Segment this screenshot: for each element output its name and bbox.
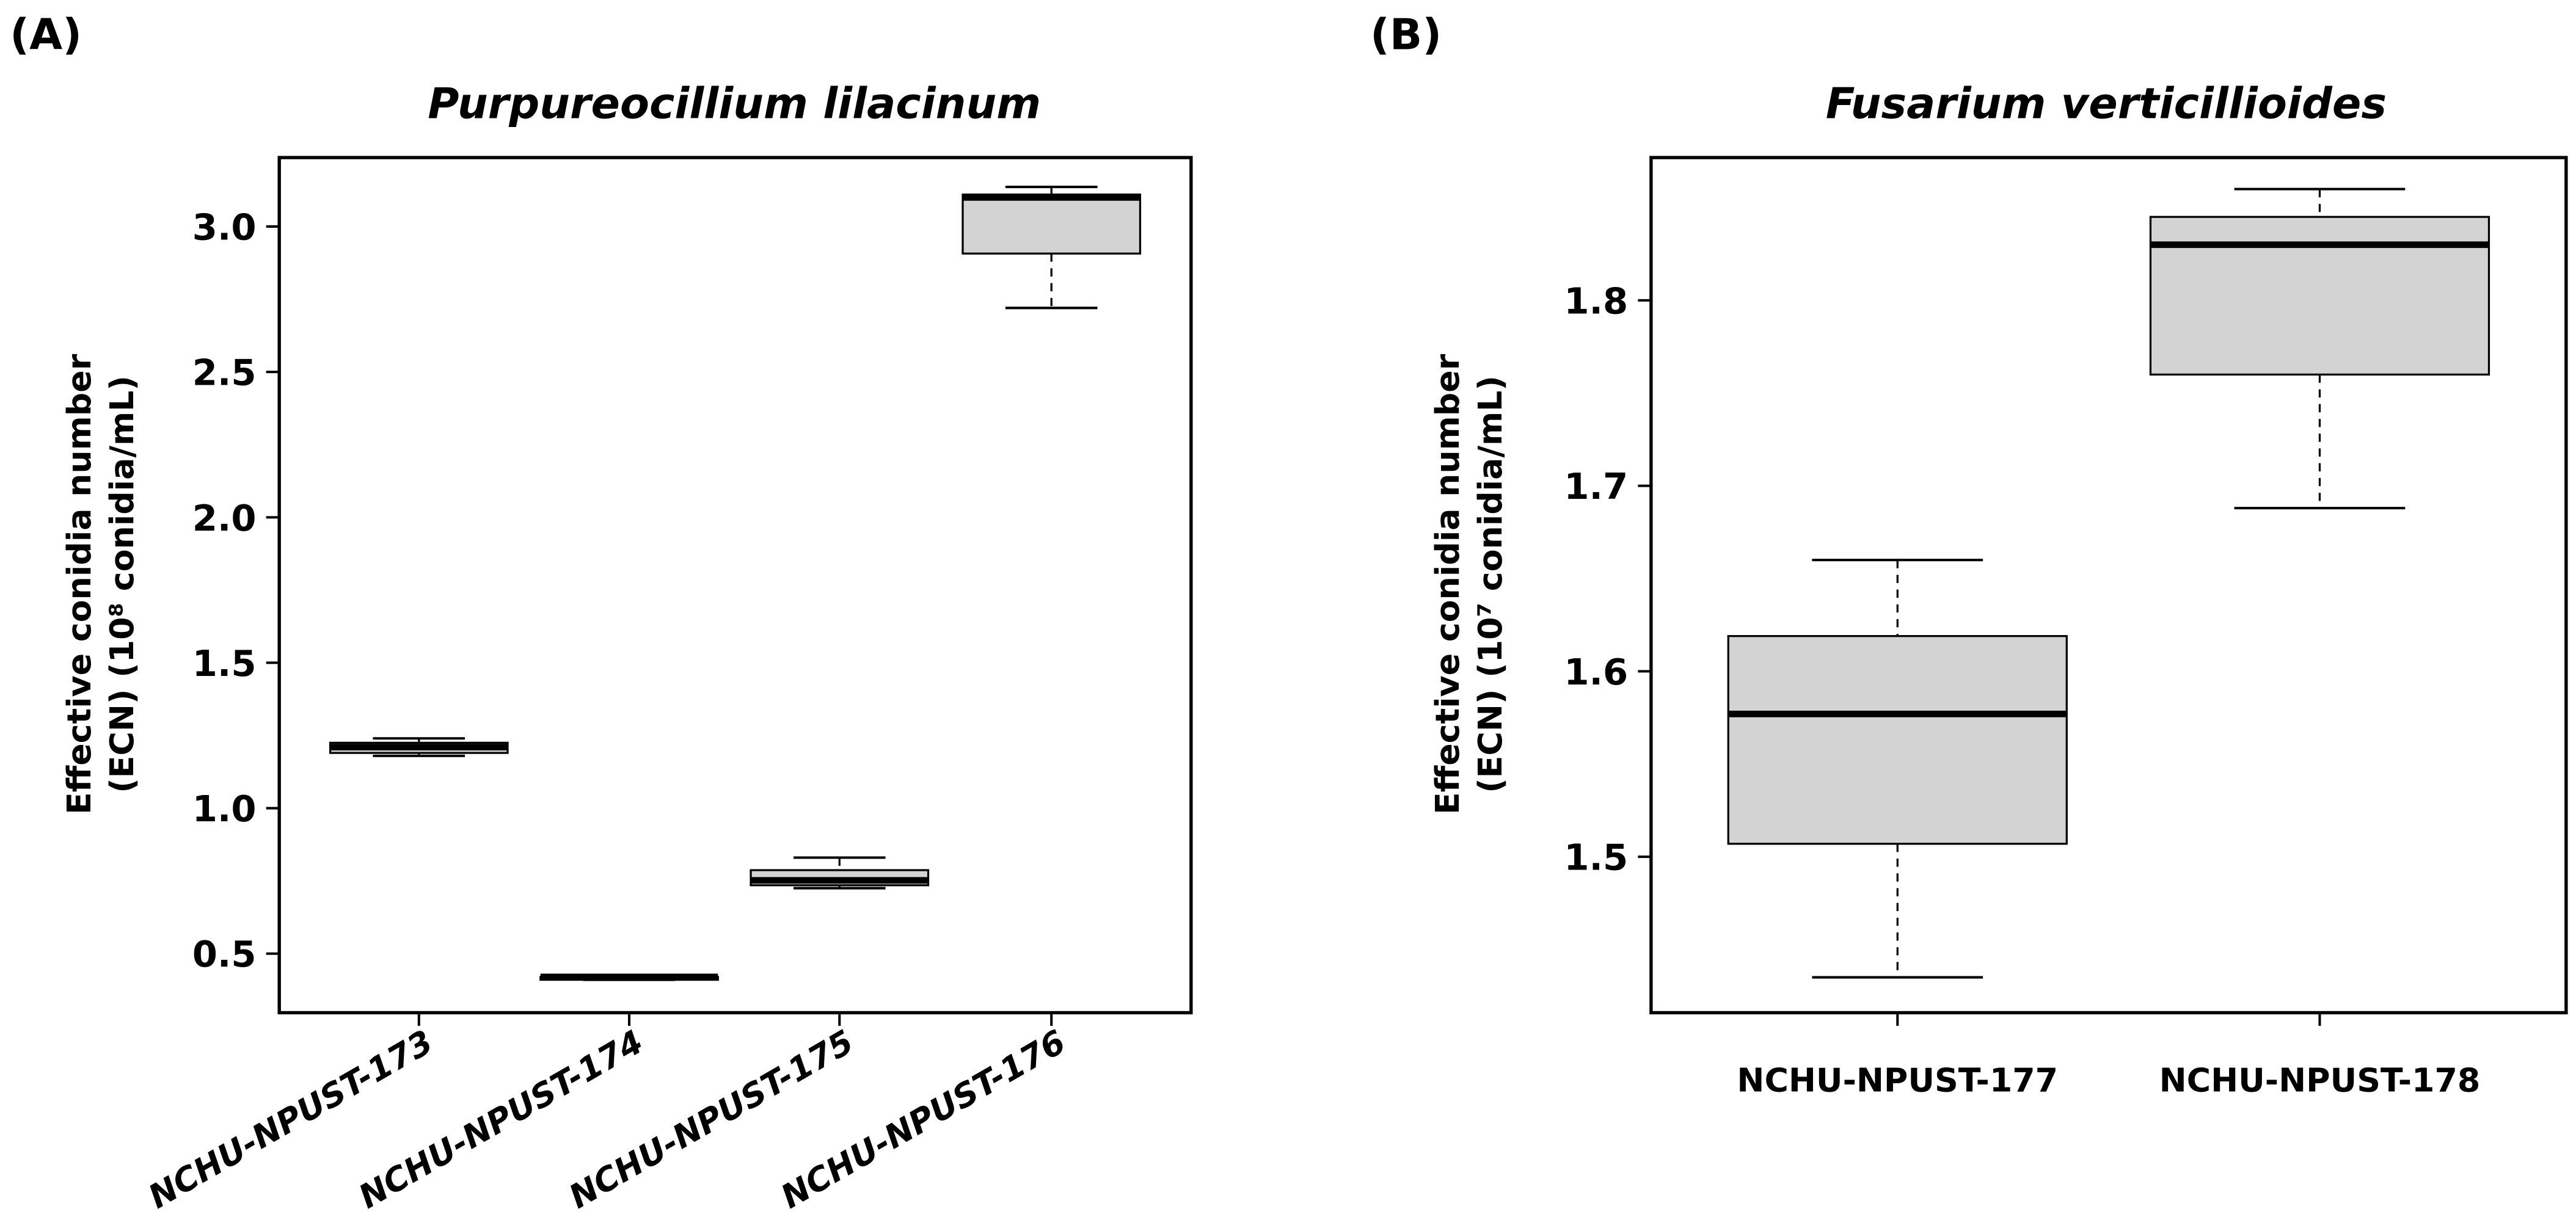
panel-b-letter: (B) bbox=[1370, 10, 1442, 60]
panel-a-title: Purpureocillium lilacinum bbox=[428, 79, 1041, 129]
panel-a-ylabel-line2: (ECN) (10⁸ conidia/mL) bbox=[103, 376, 141, 793]
panel-a-ylabel-line1: Effective conidia number bbox=[60, 354, 98, 815]
panel-a-x-axis: NCHU-NPUST-173NCHU-NPUST-174NCHU-NPUST-1… bbox=[142, 1012, 1072, 1216]
box-nchu-npust-176 bbox=[961, 186, 1142, 310]
panel-b-x-axis: NCHU-NPUST-177 NCHU-NPUST-178 bbox=[1737, 1012, 2481, 1100]
y-tick-label: 1.5 bbox=[1564, 837, 1628, 879]
panel-a-plot-frame bbox=[277, 156, 1193, 1015]
y-tick-label: 1.7 bbox=[1564, 465, 1628, 507]
y-tick-label: 1.5 bbox=[192, 642, 257, 684]
y-tick-label: 2.5 bbox=[192, 352, 257, 394]
x-tick-label: NCHU-NPUST-178 bbox=[2159, 1061, 2481, 1100]
iqr-box bbox=[1727, 635, 2068, 845]
box-nchu-npust-178 bbox=[2149, 187, 2490, 510]
y-tick-label: 1.0 bbox=[192, 788, 257, 830]
panel-b-chart: Fusarium verticillioides 1.5 1.6 1.7 1.8 NC… bbox=[1428, 79, 2568, 1100]
box-nchu-npust-174 bbox=[539, 973, 719, 981]
box-nchu-npust-177 bbox=[1727, 559, 2068, 979]
y-tick-label: 1.8 bbox=[1564, 280, 1628, 322]
y-tick-label: 0.5 bbox=[192, 933, 257, 975]
panel-a-chart: Purpureocillium lilacinum 0.5 1.0 1.5 2.0 2.… bbox=[60, 79, 1193, 1216]
panel-b-title: Fusarium verticillioides bbox=[1826, 79, 2387, 129]
panel-b-y-axis: 1.5 1.6 1.7 1.8 bbox=[1564, 280, 1651, 879]
panel-a-boxes bbox=[329, 186, 1142, 981]
iqr-box bbox=[2149, 216, 2490, 376]
box-nchu-npust-173 bbox=[329, 737, 509, 757]
iqr-box bbox=[961, 193, 1142, 255]
panel-b-plot-frame bbox=[1649, 156, 2568, 1015]
box-nchu-npust-175 bbox=[750, 856, 930, 890]
panel-b-ylabel-line1: Effective conidia number bbox=[1428, 354, 1467, 815]
x-tick-label: NCHU-NPUST-177 bbox=[1737, 1061, 2058, 1100]
y-tick-label: 3.0 bbox=[192, 206, 257, 248]
panel-b-ylabel-line2: (ECN) (10⁷ conidia/mL) bbox=[1471, 376, 1509, 793]
panel-a-letter: (A) bbox=[10, 10, 82, 60]
y-tick-label: 1.6 bbox=[1564, 651, 1628, 693]
panel-b-boxes bbox=[1727, 187, 2490, 979]
panel-a-y-axis: 0.5 1.0 1.5 2.0 2.5 3.0 bbox=[192, 206, 280, 975]
y-tick-label: 2.0 bbox=[192, 497, 257, 539]
